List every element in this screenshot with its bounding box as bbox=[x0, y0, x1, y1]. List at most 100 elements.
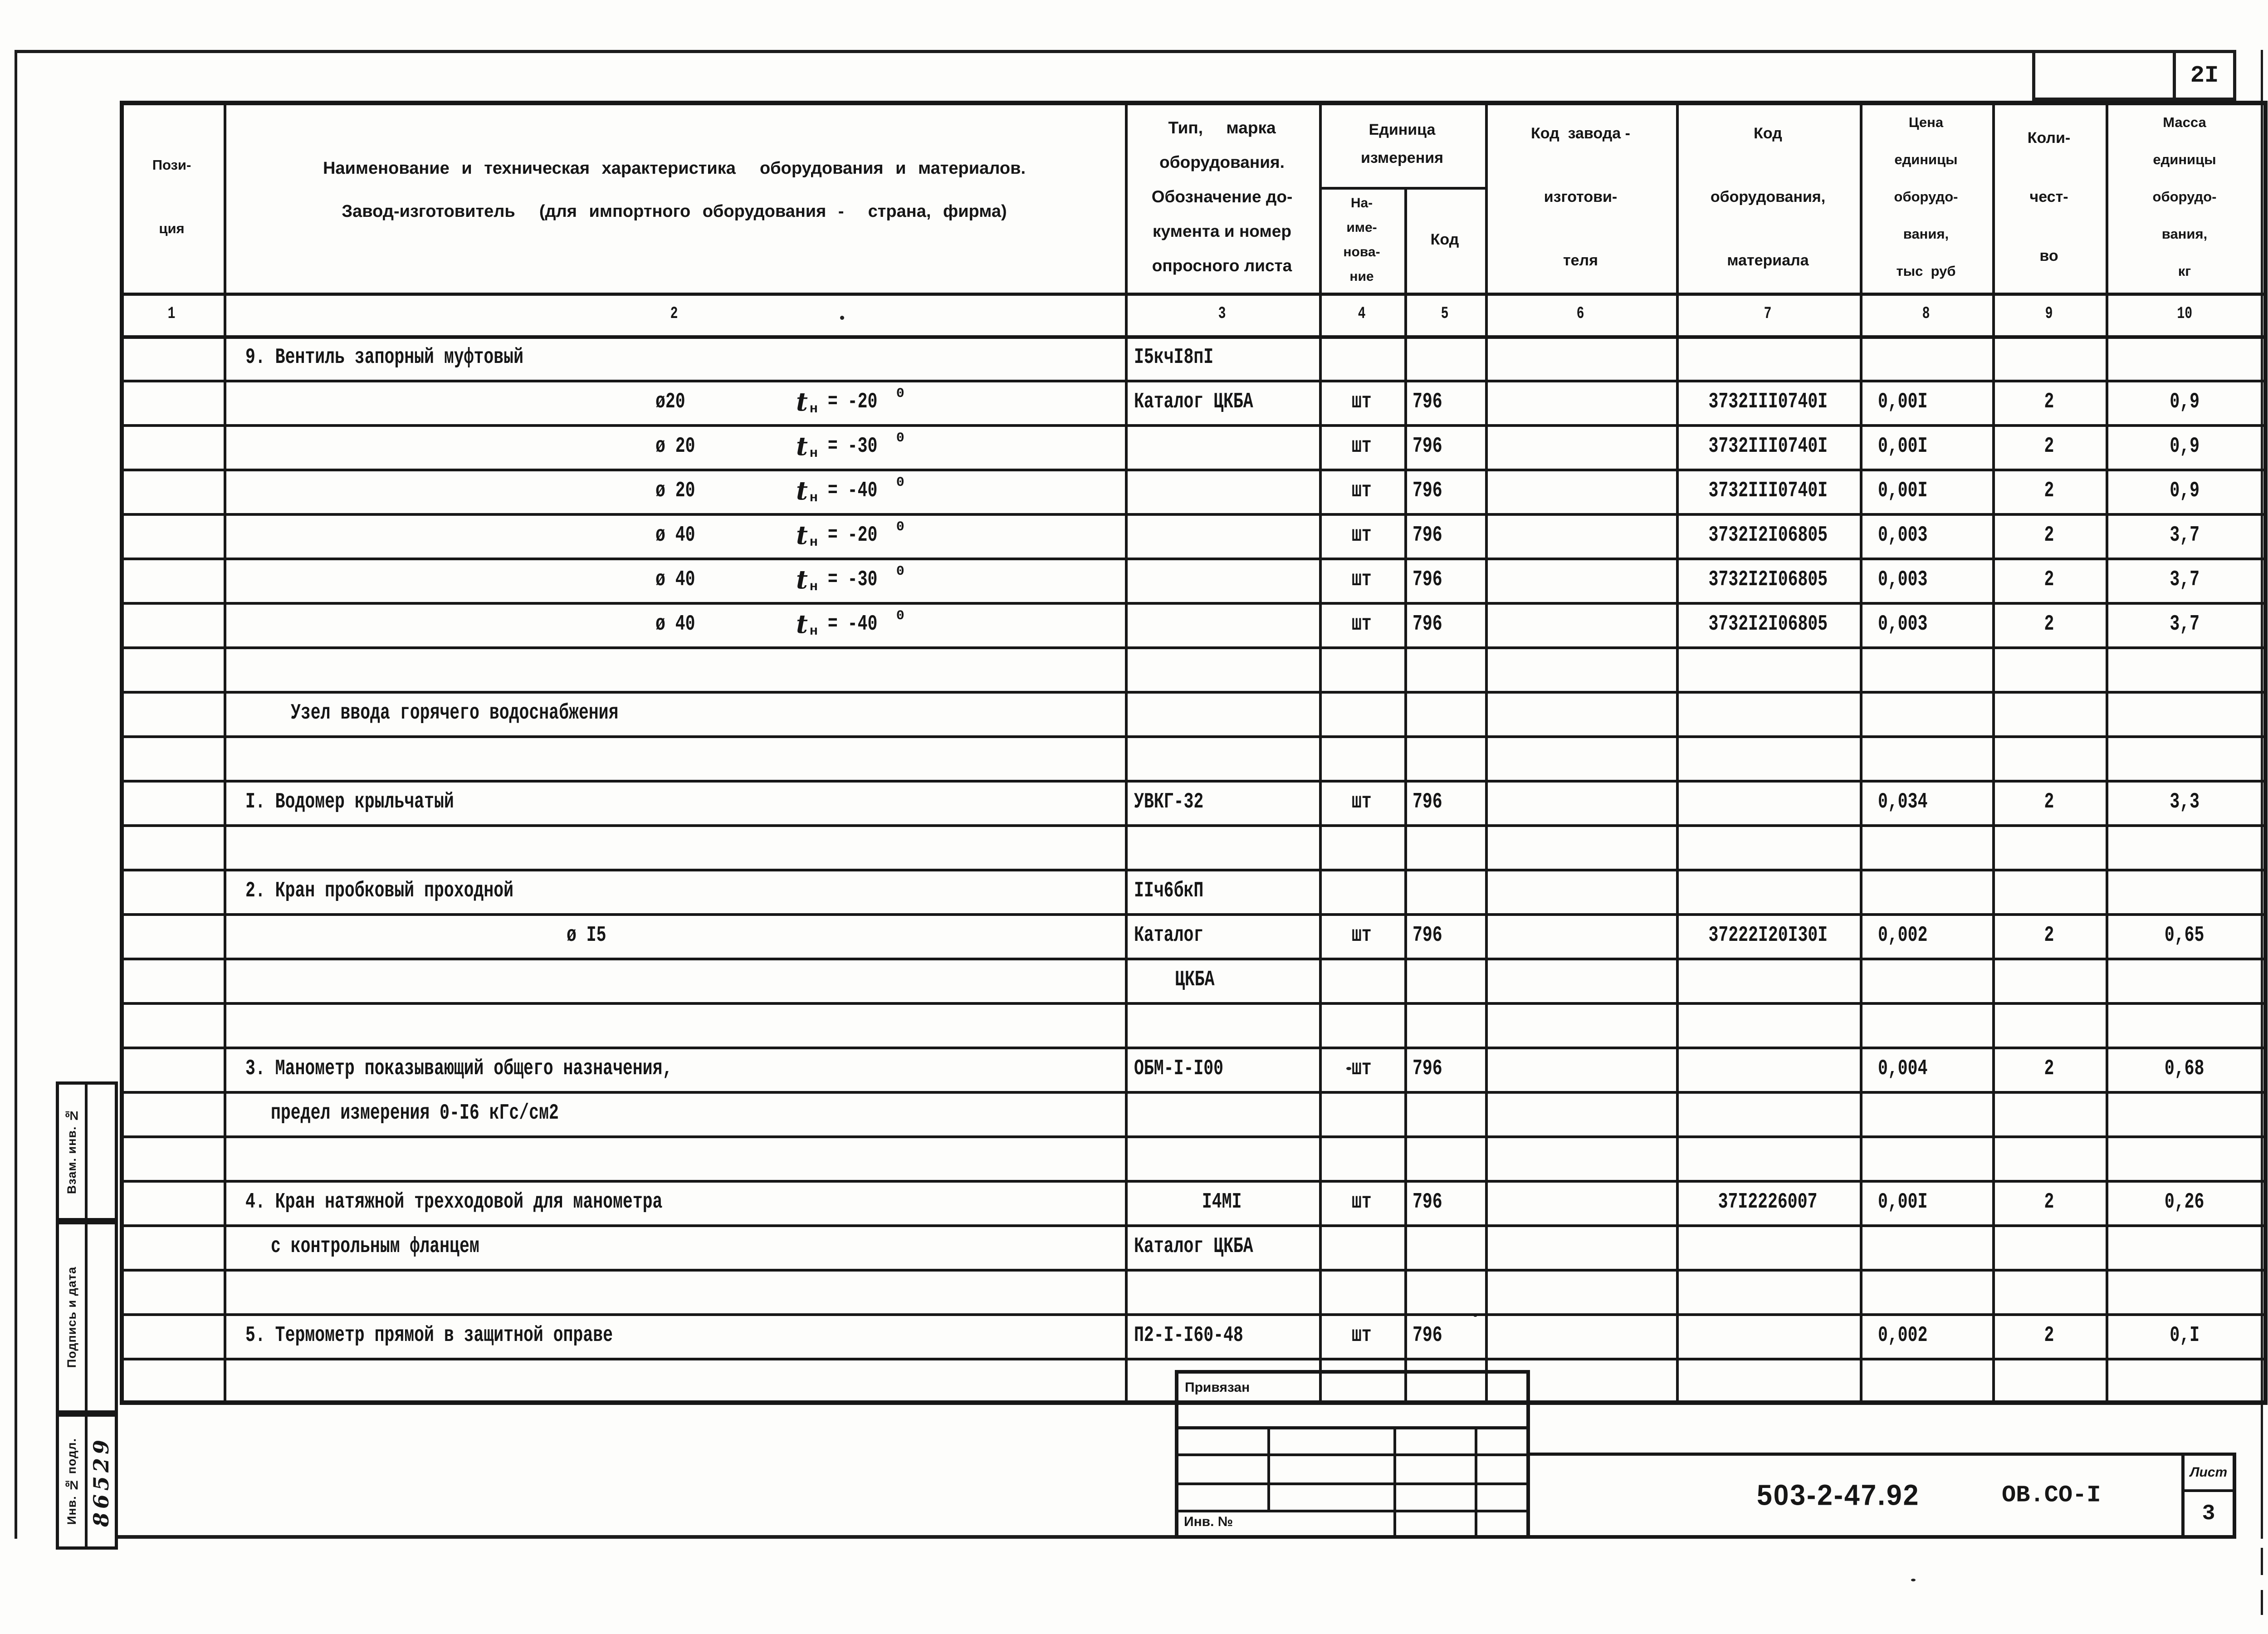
spec-value-c7: 37222I20I30I bbox=[1708, 923, 1828, 948]
spec-value-c3: УВКГ-32 bbox=[1134, 790, 1204, 814]
table-row-line bbox=[120, 958, 2268, 960]
spec-value-c7: 3732I2I06805 bbox=[1708, 567, 1828, 592]
header-name-line1: Наименование и техническая характеристик… bbox=[323, 158, 1026, 178]
spec-row-diameter: ø 40 t н = -30 0 bbox=[224, 558, 1125, 602]
spec-cell-c10: 0,9 bbox=[2106, 380, 2263, 424]
header-unit-group: Единица измерения bbox=[1361, 121, 1443, 166]
unit-group-split-line bbox=[1319, 187, 1485, 190]
stamp-line bbox=[1178, 1426, 1526, 1429]
spec-value-c9: 2 bbox=[2044, 567, 2054, 592]
header-position: Пози- ция bbox=[152, 157, 191, 236]
temp-symbol: t bbox=[796, 476, 808, 506]
spec-value-c5: 796 bbox=[1413, 612, 1442, 636]
spec-cell-c7: 3732III0740I bbox=[1676, 469, 1860, 513]
temp-subscript: н bbox=[809, 579, 818, 595]
sidebar-value-cell bbox=[88, 1224, 115, 1410]
spec-value-c5: 796 bbox=[1413, 390, 1442, 414]
spec-cell-c7: 3732I2I06805 bbox=[1676, 602, 1860, 646]
table-vertical-line bbox=[120, 101, 124, 1402]
spec-cell-c4: шт bbox=[1319, 1313, 1404, 1358]
header-unit-code: Код bbox=[1430, 231, 1459, 248]
spec-cell-c4: шт bbox=[1319, 558, 1404, 602]
spec-cell-c3: ЦКБА bbox=[1125, 958, 1319, 1002]
sheet-number: 3 bbox=[2202, 1501, 2215, 1526]
spec-name-text: Узел ввода горячего водоснабжения bbox=[291, 701, 619, 725]
frame-left-line bbox=[15, 50, 17, 1539]
spec-name-text: 9. Вентиль запорный муфтовый bbox=[245, 345, 523, 370]
spec-cell-c5: 796 bbox=[1404, 1180, 1485, 1224]
page-box-divider bbox=[2173, 53, 2176, 98]
table-row-line bbox=[120, 691, 2268, 694]
spec-row-name: ø I5 bbox=[224, 913, 1125, 958]
header-name-line2: Завод-изготовитель (для импортного обору… bbox=[342, 201, 1007, 221]
stamp-inv-label: Инв. № bbox=[1184, 1514, 1233, 1529]
stamp-line bbox=[1178, 1510, 1526, 1512]
spec-value-c10: 3,3 bbox=[2170, 790, 2200, 814]
spec-value-c8: 0,00I bbox=[1878, 479, 1928, 503]
spec-value-c4: шт bbox=[1352, 390, 1372, 414]
spec-cell-c3: УВКГ-32 bbox=[1125, 780, 1319, 824]
spec-row-name: предел измерения 0-I6 кГс/см2 bbox=[224, 1091, 1125, 1135]
spec-value-c3: Каталог bbox=[1134, 923, 1204, 948]
spec-cell-c9: 2 bbox=[1992, 380, 2106, 424]
column-number-label: 2 bbox=[670, 304, 678, 323]
spec-cell-c5: 796 bbox=[1404, 1047, 1485, 1091]
spec-row-diameter: ø 20 t н = -40 0 bbox=[224, 469, 1125, 513]
sheet-box: Лист 3 bbox=[2181, 1456, 2236, 1535]
spec-value-c5: 796 bbox=[1413, 567, 1442, 592]
spec-cell-c9: 2 bbox=[1992, 469, 2106, 513]
column-number-label: 7 bbox=[1764, 304, 1772, 323]
spec-value-c9: 2 bbox=[2044, 923, 2054, 948]
table-row-line bbox=[120, 1002, 2268, 1005]
spec-row-name: I. Водомер крыльчатый bbox=[224, 780, 1125, 824]
spec-cell-c5: 796 bbox=[1404, 469, 1485, 513]
spec-name-text: 2. Кран пробковый проходной bbox=[245, 879, 514, 903]
spec-value-c4: шт bbox=[1352, 567, 1372, 592]
spec-cell-c7: 37222I20I30I bbox=[1676, 913, 1860, 958]
spec-value-c9: 2 bbox=[2044, 612, 2054, 636]
spec-name-text: 4. Кран натяжной трехходовой для маномет… bbox=[245, 1190, 663, 1214]
header-unit-price: Цена единицы оборудо- вания, тыс руб bbox=[1894, 114, 1958, 279]
temp-degree: 0 bbox=[896, 386, 904, 401]
spec-row-name: 9. Вентиль запорный муфтовый bbox=[224, 335, 1125, 380]
sidebar-label-vzam: Взам. инв. № bbox=[65, 1108, 78, 1194]
page-number-box: 2I bbox=[2032, 50, 2236, 101]
spec-cell-c3: Каталог bbox=[1125, 913, 1319, 958]
spec-name-text: предел измерения 0-I6 кГс/см2 bbox=[271, 1101, 559, 1125]
spec-value-c5: 796 bbox=[1413, 479, 1442, 503]
spec-cell-c7: 3732I2I06805 bbox=[1676, 558, 1860, 602]
table-numbers-line bbox=[120, 335, 2268, 339]
spec-value-c3: Каталог ЦКБА bbox=[1134, 1234, 1253, 1259]
temp-equation: = -30 bbox=[817, 567, 878, 592]
spec-cell-c7: 3732I2I06805 bbox=[1676, 513, 1860, 558]
spec-cell-c9: 2 bbox=[1992, 1180, 2106, 1224]
header-unit-mass: Масса единицы оборудо- вания, кг bbox=[2152, 114, 2217, 279]
temp-subscript: н bbox=[809, 535, 818, 550]
spec-cell-c5: 796 bbox=[1404, 513, 1485, 558]
column-number: 2 bbox=[224, 293, 1125, 335]
spec-value-c3: I4МI bbox=[1202, 1190, 1242, 1214]
column-number-label: 4 bbox=[1358, 304, 1366, 323]
spec-value-c8: 0,004 bbox=[1878, 1057, 1928, 1081]
column-number-label: 1 bbox=[168, 304, 176, 323]
spec-value-c4: шт bbox=[1352, 790, 1372, 814]
table-row-line bbox=[120, 1224, 2268, 1227]
spec-row-diameter: ø20 t н = -20 0 bbox=[224, 380, 1125, 424]
sidebar-box-vzam: Взам. инв. № bbox=[56, 1081, 118, 1221]
spec-value-c3: ОБМ-I-I00 bbox=[1134, 1057, 1224, 1081]
spec-value-c7: 37I2226007 bbox=[1718, 1190, 1818, 1214]
spec-cell-c8: 0,00I bbox=[1860, 380, 1992, 424]
table-row-line bbox=[120, 646, 2268, 649]
spec-value-c9: 2 bbox=[2044, 1323, 2054, 1348]
spec-cell-c7: 3732III0740I bbox=[1676, 424, 1860, 469]
frame-top-line bbox=[15, 50, 2032, 53]
frame-right-dash bbox=[2261, 1548, 2263, 1575]
table-row-line bbox=[120, 513, 2268, 516]
column-number: 5 bbox=[1404, 293, 1485, 335]
spec-cell-c4: шт bbox=[1319, 913, 1404, 958]
spec-name-text: 5. Термометр прямой в защитной оправе bbox=[245, 1323, 613, 1348]
spec-cell-c9: 2 bbox=[1992, 558, 2106, 602]
column-number: 7 bbox=[1676, 293, 1860, 335]
column-number: 4 bbox=[1319, 293, 1404, 335]
